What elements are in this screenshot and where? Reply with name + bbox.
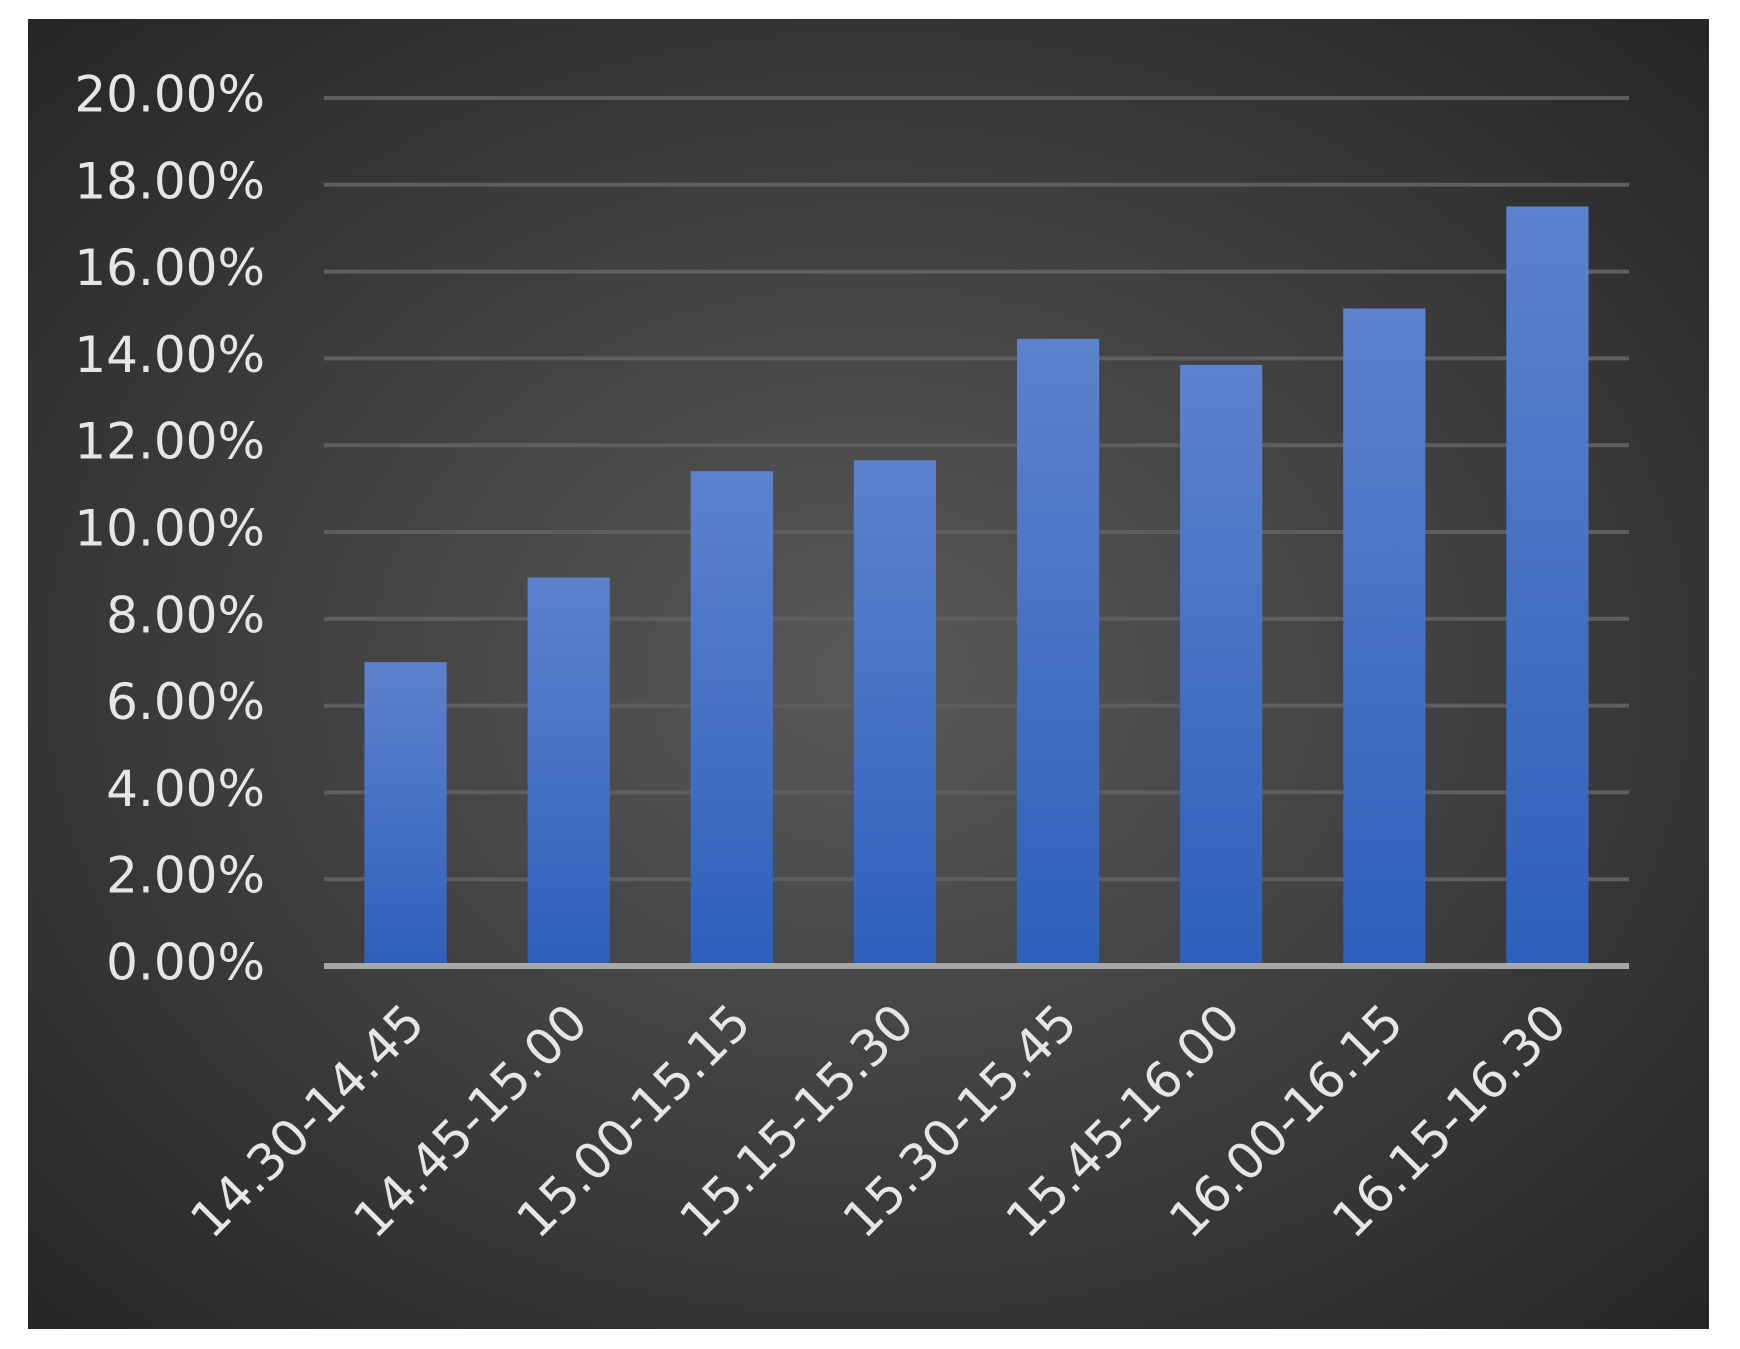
y-tick-label: 16.00% <box>74 239 265 297</box>
y-tick-label: 12.00% <box>74 413 265 471</box>
bar <box>1506 206 1589 966</box>
y-tick-label: 8.00% <box>106 586 265 644</box>
bar <box>364 662 447 966</box>
bar <box>1343 308 1426 966</box>
bar <box>690 471 773 966</box>
y-tick-label: 20.00% <box>74 66 265 124</box>
y-tick-label: 4.00% <box>106 760 265 818</box>
bar <box>1016 338 1100 966</box>
y-tick-label: 0.00% <box>106 934 265 992</box>
bar <box>853 460 937 966</box>
y-tick-label: 14.00% <box>74 326 265 384</box>
y-tick-label: 10.00% <box>74 500 265 558</box>
y-tick-label: 18.00% <box>74 152 265 210</box>
bar <box>1180 364 1263 966</box>
y-tick-label: 6.00% <box>106 673 265 731</box>
y-tick-label: 2.00% <box>106 847 265 905</box>
bar <box>527 577 610 966</box>
